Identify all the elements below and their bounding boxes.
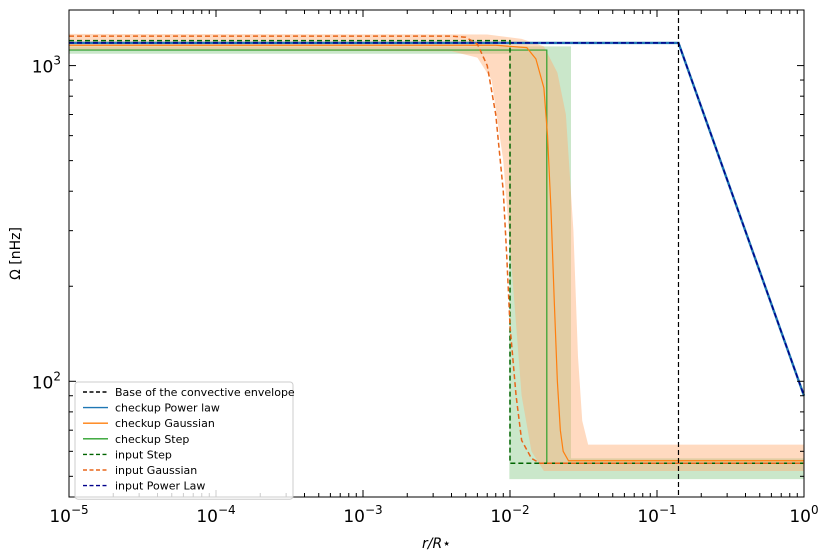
legend-label: input Gaussian <box>115 464 197 477</box>
series-checkup-gaussian <box>69 44 804 462</box>
x-axis-label: r/R⋆ <box>422 536 451 552</box>
legend-label: checkup Gaussian <box>115 417 215 430</box>
series-input-power-law <box>69 42 805 396</box>
y-tick-label: 102 <box>32 369 61 393</box>
y-tick-label: 103 <box>32 54 61 78</box>
series-checkup-power-law <box>69 41 806 397</box>
x-tick-label: 10−5 <box>49 503 88 527</box>
x-tick-label: 10−3 <box>343 503 382 527</box>
legend-label: input Step <box>115 448 172 461</box>
y-axis-label: Ω [nHz] <box>8 227 24 280</box>
legend: Base of the convective envelope checkup P… <box>74 381 295 500</box>
legend-label: checkup Step <box>115 433 189 446</box>
series-input-gaussian <box>69 35 804 465</box>
x-tick-label: 10−4 <box>196 503 235 527</box>
x-tick-label: 10−2 <box>490 503 529 527</box>
legend-label: input Power Law <box>115 480 205 493</box>
legend-label: Base of the convective envelope <box>115 386 295 399</box>
axis-ticks: 10−5 10−4 10−3 10−2 10−1 100 102 103 <box>32 10 819 527</box>
x-tick-label: 100 <box>789 503 818 527</box>
legend-label: checkup Power law <box>115 402 220 415</box>
plot-frame <box>68 9 805 498</box>
series-input-step <box>69 39 804 465</box>
legend-frame <box>74 381 294 500</box>
x-tick-label: 10−1 <box>637 503 676 527</box>
